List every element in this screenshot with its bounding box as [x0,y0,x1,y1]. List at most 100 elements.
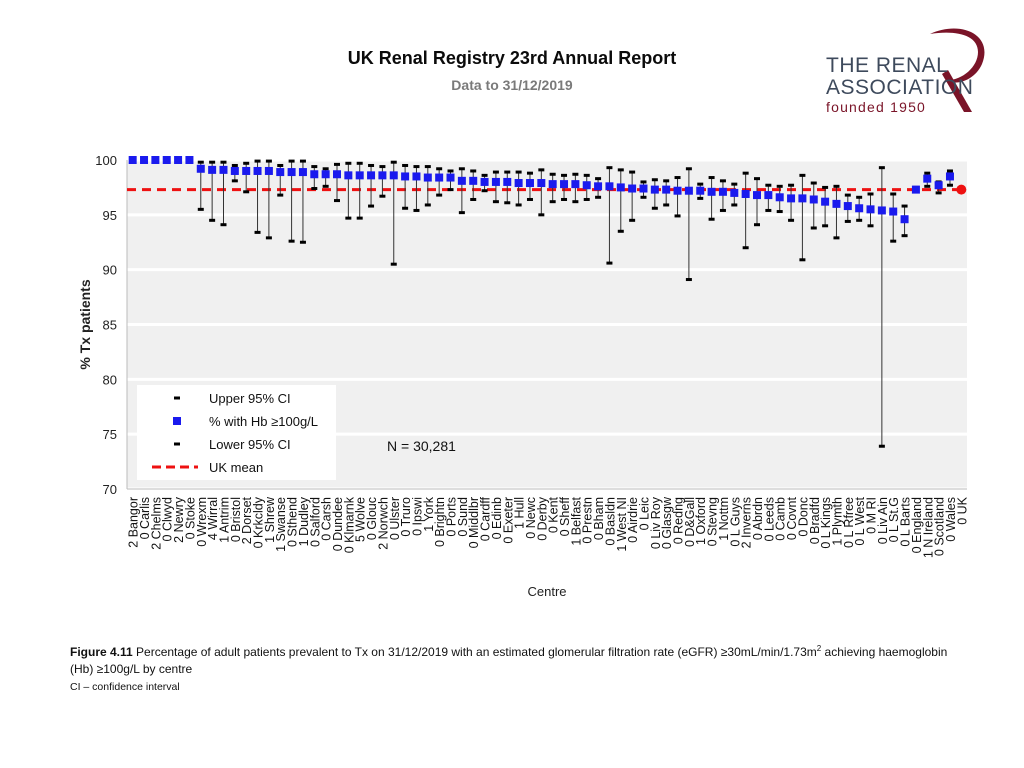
data-point [321,170,330,179]
lower-ci-mark [209,218,216,222]
lower-ci-mark [822,224,829,228]
caption-superscript: 2 [816,644,822,653]
upper-ci-mark [311,165,318,169]
lower-ci-mark [788,218,795,222]
upper-ci-mark [413,165,420,169]
centre-2: 2 Chelms [149,156,163,550]
x-tick-label: 0 UK [955,496,969,524]
centre-9: 0 Bristol [229,163,243,542]
x-tick-label: 4 Wirral [206,497,220,540]
data-point [923,174,932,183]
x-tick-label: 0 Stevng [706,497,720,546]
data-point [185,156,194,164]
legend-label-0: Upper 95% CI [209,391,291,406]
x-tick-label: 2 Chelms [149,497,163,550]
centre-70: 1 N Ireland [921,171,935,558]
centre-19: 0 Klmarnk [342,161,356,553]
centre-55: 0 Abrdn [751,177,765,540]
upper-ci-mark [209,160,216,164]
data-point [889,207,898,216]
centre-56: 0 Leeds [762,183,776,541]
x-tick-label: 1 Belfast [569,496,583,545]
lower-ci-mark [424,203,431,207]
data-point [809,195,818,204]
upper-ci-mark [629,170,636,174]
centre-11: 0 Krkcldy [252,159,266,548]
x-tick-label: 0 M RI [865,497,879,534]
data-point [298,168,307,177]
x-tick-label: 0 Wrexm [195,497,209,547]
centre-21: 0 Glouc [365,163,379,540]
lower-ci-mark [561,197,568,201]
lower-ci-mark [277,193,284,197]
lower-ci-mark [322,184,329,188]
upper-ci-mark [708,176,715,180]
upper-ci-mark [254,159,261,163]
data-point [798,194,807,203]
data-point [832,199,841,208]
centre-62: 1 Plymth [830,184,844,546]
lower-ci-mark [731,203,738,207]
data-point [457,176,466,185]
x-tick-label: 0 D&Gall [683,497,697,547]
upper-ci-mark [504,170,511,174]
data-point [128,156,137,164]
lower-ci-mark [606,261,613,265]
lower-ci-mark [220,223,227,227]
report-header: UK Renal Registry 23rd Annual Report Dat… [0,0,1024,120]
upper-ci-mark [231,163,238,167]
x-tick-label: 0 Middlbr [467,497,481,548]
upper-ci-mark [742,171,749,175]
centre-57: 0 Camb [774,184,788,541]
centre-1: 0 Carlis [138,156,152,539]
upper-ci-mark [299,159,306,163]
x-tick-label: 0 Edinb [490,497,504,539]
data-point [264,166,273,175]
upper-ci-mark [390,160,397,164]
upper-ci-mark [538,168,545,172]
upper-ci-mark [788,183,795,187]
lower-ci-mark [390,262,397,266]
x-tick-label: 0 Kent [547,496,561,533]
x-tick-label: 0 Cardff [479,496,493,541]
lower-ci-mark [368,204,375,208]
lower-ci-mark [243,190,250,194]
centre-51: 0 Stevng [706,176,720,546]
data-point [821,197,830,206]
lower-ci-mark [265,236,272,240]
centre-54: 2 Inverns [740,171,754,548]
x-tick-label: 0 Glasgw [660,496,674,549]
lower-ci-mark [299,240,306,244]
data-point [787,194,796,203]
centre-48: 0 Redng [672,176,686,544]
centre-22: 2 Norwch [376,165,390,550]
upper-ci-mark [924,171,931,175]
x-tick-label: 2 Newry [172,496,186,543]
renal-association-logo: THE RENAL ASSOCIATION founded 1950 [822,24,994,120]
lower-ci-mark [890,239,897,243]
logo-swoosh-icon [930,28,985,112]
data-point [639,184,648,193]
x-tick-label: 0 England [910,497,924,553]
x-tick-label: 0 Dundee [331,497,345,551]
data-point [389,171,398,180]
report-subtitle: Data to 31/12/2019 [451,77,573,93]
x-tick-label: 0 Stoke [183,497,197,539]
upper-ci-mark [799,173,806,177]
lower-ci-mark [674,214,681,218]
data-point [412,172,421,181]
lower-ci-mark [470,197,477,201]
data-point [480,177,489,186]
logo-text-line1: THE RENAL [826,54,949,77]
centre-43: 1 West NI [615,168,629,552]
upper-ci-mark [515,170,522,174]
lower-ci-mark [844,219,851,223]
centre-31: 0 Cardff [479,173,493,541]
lower-ci-mark [901,234,908,238]
x-tick-label: 0 Carsh [320,497,334,541]
lower-ci-mark [526,197,533,201]
upper-ci-mark [890,192,897,196]
x-tick-label: 0 Liv Ain [876,497,890,544]
upper-ci-mark [220,160,227,164]
x-tick-label: 1 York [422,496,436,532]
